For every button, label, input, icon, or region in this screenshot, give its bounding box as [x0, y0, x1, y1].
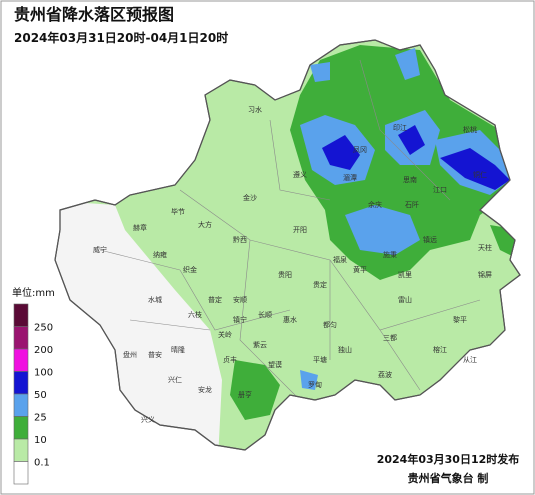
legend-swatch [13, 348, 29, 372]
legend-swatch [13, 303, 29, 327]
place-label: 天柱 [478, 243, 492, 252]
place-label: 黔西 [233, 235, 247, 244]
place-label: 普安 [148, 350, 162, 359]
legend-swatch [13, 326, 29, 350]
place-label: 凤冈 [353, 146, 367, 154]
place-label: 镇宁 [233, 315, 247, 324]
place-label: 三都 [383, 334, 397, 342]
place-label: 都匀 [323, 320, 337, 329]
issued-time: 2024年03月30日12时发布 [377, 452, 520, 466]
place-label: 余庆 [368, 200, 382, 209]
legend: 250 200 100 50 25 10 0.1 [13, 303, 53, 485]
place-label: 习水 [248, 105, 262, 114]
place-label: 晴隆 [171, 345, 185, 354]
place-label: 册亨 [238, 390, 252, 399]
place-label: 平塘 [313, 355, 327, 364]
zone-blue [398, 125, 425, 155]
place-label: 榕江 [433, 345, 447, 354]
place-label: 威宁 [93, 245, 107, 254]
place-label: 金沙 [243, 193, 257, 202]
place-label: 关岭 [218, 330, 232, 339]
place-label: 江口 [433, 186, 447, 194]
place-label: 水城 [148, 295, 162, 304]
place-label: 铜仁 [473, 170, 487, 179]
place-label: 织金 [183, 265, 197, 274]
place-label: 紫云 [253, 341, 267, 349]
place-label: 凯里 [398, 270, 412, 279]
place-label: 安顺 [233, 295, 247, 304]
zone-light-blue [345, 205, 420, 255]
zone-green [230, 360, 280, 420]
legend-level: 250 [34, 323, 53, 334]
place-label: 石阡 [405, 200, 419, 209]
legend-level: 100 [34, 368, 53, 379]
place-label: 盘州 [123, 350, 137, 359]
legend-swatch [13, 461, 29, 485]
title: 贵州省降水落区预报图 [14, 5, 174, 24]
place-label: 惠水 [283, 315, 297, 324]
issuer: 贵州省气象台 制 [408, 471, 489, 485]
place-label: 望谟 [268, 360, 282, 369]
place-label: 兴义 [141, 415, 155, 424]
place-label: 福泉 [333, 255, 347, 264]
place-label: 黎平 [453, 315, 467, 324]
place-label: 长顺 [258, 310, 272, 319]
place-label: 大方 [198, 220, 212, 229]
legend-level: 200 [34, 345, 53, 356]
subtitle: 2024年03月31日20时-04月1日20时 [14, 30, 228, 45]
place-label: 施秉 [383, 250, 397, 259]
legend-level: 0.1 [34, 458, 50, 469]
place-label: 兴仁 [168, 375, 182, 384]
place-label: 纳雍 [153, 250, 167, 259]
place-label: 松桃 [463, 125, 477, 134]
place-label: 锦屏 [478, 270, 492, 279]
legend-swatch [13, 416, 29, 440]
legend-swatch [13, 393, 29, 417]
place-label: 黄平 [353, 265, 367, 274]
place-label: 六枝 [188, 310, 202, 319]
place-label: 普定 [208, 295, 222, 304]
legend-level: 10 [34, 435, 47, 446]
legend-swatch [13, 371, 29, 395]
legend-swatch [13, 438, 29, 462]
place-label: 开阳 [293, 225, 307, 234]
place-label: 从江 [463, 356, 477, 364]
place-label: 贵阳 [278, 270, 292, 279]
place-label: 独山 [338, 345, 352, 354]
place-label: 毕节 [171, 207, 185, 216]
place-label: 罗甸 [308, 380, 322, 389]
legend-level: 50 [34, 390, 47, 401]
place-label: 思南 [403, 175, 417, 184]
place-label: 湄潭 [343, 173, 357, 182]
place-label: 镇远 [423, 235, 437, 244]
province-outline [54, 39, 521, 451]
place-label: 遵义 [293, 170, 307, 179]
place-label: 赫章 [133, 223, 147, 232]
place-label: 贞丰 [223, 355, 237, 364]
legend-unit: 单位:mm [12, 286, 55, 299]
county-boundaries [99, 59, 481, 401]
place-label: 贵定 [313, 280, 327, 289]
place-label: 安龙 [198, 385, 212, 394]
place-label: 雷山 [398, 295, 412, 304]
zone-blue [440, 148, 510, 190]
zone-blue [322, 135, 360, 170]
place-label: 印江 [393, 124, 407, 132]
place-label: 荔波 [378, 370, 392, 379]
legend-level: 25 [34, 413, 47, 424]
